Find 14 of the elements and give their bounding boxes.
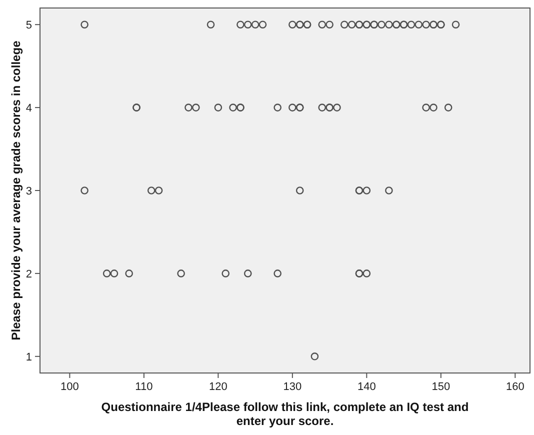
- y-tick-label: 4: [26, 102, 32, 115]
- x-tick-label: 120: [209, 381, 228, 393]
- x-axis-title: Questionnaire 1/4Please follow this link, complete an IQ test and enter your score.: [101, 400, 469, 428]
- y-axis-title: Please provide your average grade scores in college: [9, 40, 23, 340]
- y-tick-label: 1: [26, 351, 32, 364]
- x-tick-label: 150: [432, 381, 450, 393]
- y-tick-label: 5: [26, 20, 32, 32]
- x-tick-label: 140: [357, 381, 376, 393]
- x-tick-label: 160: [506, 381, 524, 393]
- y-tick-label: 3: [26, 186, 32, 198]
- x-tick-label: 130: [283, 381, 302, 393]
- y-tick-label: 2: [26, 268, 32, 280]
- x-tick-label: 100: [60, 381, 79, 393]
- x-tick-label: 110: [135, 381, 153, 393]
